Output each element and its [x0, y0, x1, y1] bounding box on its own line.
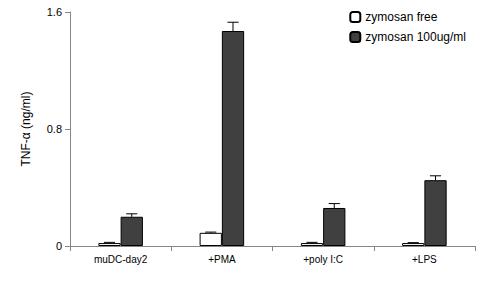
svg-text:+poly I:C: +poly I:C	[303, 254, 343, 265]
svg-text:zymosan free: zymosan free	[365, 10, 437, 24]
svg-text:TNF-α (ng/ml): TNF-α (ng/ml)	[19, 92, 33, 167]
svg-text:0.8: 0.8	[47, 123, 62, 135]
svg-text:+PMA: +PMA	[208, 254, 236, 265]
svg-text:muDC-day2: muDC-day2	[94, 254, 148, 265]
svg-text:0: 0	[56, 240, 62, 252]
svg-text:zymosan 100ug/ml: zymosan 100ug/ml	[365, 30, 466, 44]
svg-text:+LPS: +LPS	[412, 254, 437, 265]
svg-text:1.6: 1.6	[47, 6, 62, 18]
